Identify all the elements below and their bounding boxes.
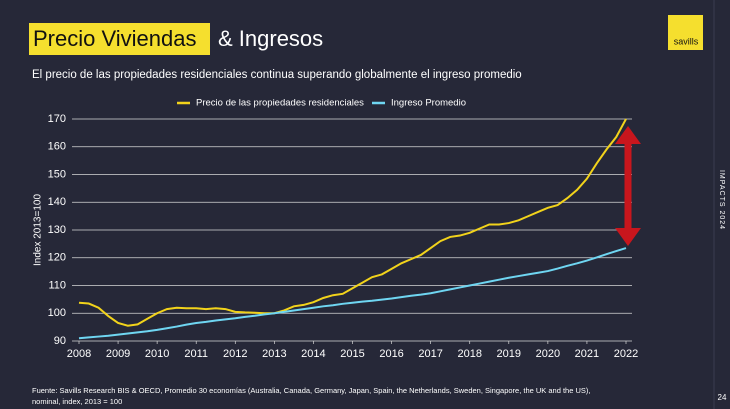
source: nominal, index, 2013 = 100 xyxy=(32,397,122,406)
x-tick-label: 2014 xyxy=(301,348,325,360)
x-tick-label: 2016 xyxy=(379,348,403,360)
y-tick-label: 150 xyxy=(48,168,66,180)
x-tick-label: 2008 xyxy=(67,348,91,360)
side-label: IMPACTS 2024 xyxy=(718,170,725,230)
x-tick-label: 2010 xyxy=(145,348,169,360)
x-tick-label: 2018 xyxy=(457,348,481,360)
x-tick-label: 2013 xyxy=(262,348,286,360)
x-tick-label: 2021 xyxy=(575,348,599,360)
y-tick-label: 160 xyxy=(48,141,66,153)
title-highlight xyxy=(29,23,210,55)
y-tick-label: 90 xyxy=(54,335,66,347)
title: & Ingresos xyxy=(218,26,323,51)
x-tick-label: 2012 xyxy=(223,348,247,360)
series-line xyxy=(78,247,627,340)
x-tick-label: 2019 xyxy=(497,348,521,360)
legend-label: Precio de las propiedades residenciales xyxy=(196,98,364,109)
y-tick-label: 100 xyxy=(48,307,66,319)
x-tick-label: 2015 xyxy=(340,348,364,360)
x-tick-label: 2020 xyxy=(536,348,560,360)
y-tick-label: 170 xyxy=(48,113,66,125)
source: Fuente: Savills Research BIS & OECD, Pro… xyxy=(32,386,591,395)
x-tick-label: 2011 xyxy=(184,348,208,360)
x-tick-label: 2022 xyxy=(614,348,638,360)
logo: savills xyxy=(674,36,699,46)
subtitle: El precio de las propiedades residencial… xyxy=(32,69,522,81)
logo-box xyxy=(668,15,703,50)
series-line xyxy=(78,118,627,327)
y-tick-label: 110 xyxy=(48,279,66,291)
y-tick-label: 140 xyxy=(48,196,66,208)
gap-arrow xyxy=(615,126,641,246)
x-tick-label: 2017 xyxy=(418,348,442,360)
x-tick-label: 2009 xyxy=(106,348,130,360)
y-axis-label: Index 2013=100 xyxy=(33,194,44,266)
legend-label: Ingreso Promedio xyxy=(391,98,466,109)
y-tick-label: 120 xyxy=(48,252,66,264)
y-tick-label: 130 xyxy=(48,224,66,236)
page-number: 24 xyxy=(718,393,727,402)
title-highlight-text: Precio Viviendas xyxy=(33,26,196,51)
